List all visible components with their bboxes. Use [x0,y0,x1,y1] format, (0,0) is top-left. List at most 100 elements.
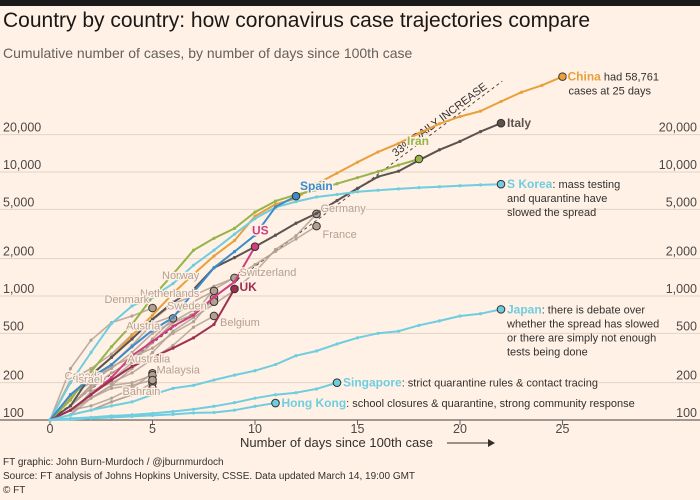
data-point-japan [314,349,319,353]
data-point-italy [437,148,442,152]
y-tick-right-2000: 2,000 [666,245,697,259]
x-axis-arrow-head [488,439,495,447]
data-point-bahrain [130,383,134,388]
data-point-china [273,202,278,206]
data-point-norway [89,381,93,385]
highlighted-series [48,72,567,422]
series-labels: China had 58,761 cases at 25 days Italy Ira… [63,68,660,411]
series-hong-kong [48,398,280,422]
data-point-singapore [253,396,257,400]
gridlines [0,134,700,421]
data-point-hong-kong [130,414,134,418]
data-point-iran [191,248,196,252]
data-point-china [437,122,442,126]
data-point-hong-kong [48,418,52,422]
data-point-china [519,90,524,94]
series-line-denmark [49,307,153,421]
data-point-spain [232,250,237,254]
data-point-norway [150,321,155,326]
series-label-australia: Australia [128,354,172,366]
series-label-s-korea: S Korea: mass testing [507,177,620,191]
y-tick-left-100: 100 [3,406,24,420]
data-point-denmark [130,314,134,318]
reference-line-label: 33% DAILY INCREASE [390,81,489,160]
data-point-s-korea [355,190,360,194]
data-point-japan [273,362,278,367]
data-point-s-korea [458,184,462,188]
series-annotation-japan: tests being done [507,346,588,358]
data-point-hong-kong [68,417,73,422]
x-tick-0: 0 [47,422,54,436]
data-point-malaysia [109,396,114,400]
data-point-norway [209,286,219,296]
data-point-s-korea [437,185,442,189]
data-point-uk [130,364,134,369]
data-point-spain [273,205,278,209]
data-point-us [212,295,216,299]
data-point-japan [109,404,114,408]
y-tick-right-100: 100 [676,406,697,420]
y-tick-right-1000: 1,000 [666,282,697,296]
data-point-iran [109,345,114,349]
data-point-france [312,221,321,231]
data-point-denmark [148,303,157,313]
data-point-france [273,249,278,253]
data-point-singapore [191,407,196,411]
data-point-italy [232,256,237,260]
data-point-japan [130,400,134,404]
data-point-japan [458,314,462,318]
data-point-china [232,238,237,243]
data-point-china [478,109,483,113]
data-point-us [191,313,196,317]
data-point-china [355,160,360,164]
data-point-germany [253,270,257,274]
series-label-france: France [323,229,357,241]
data-point-italy [68,404,73,408]
series-label-netherlands: Netherlands [140,288,200,300]
series-line-china [49,75,563,421]
data-point-s-korea [212,248,216,252]
top-rule [0,0,700,6]
data-point-china [171,291,175,295]
series-label-switzerland: Switzerland [240,267,297,279]
data-point-china [191,272,196,276]
footer-source: Source: FT analysis of Johns Hopkins Uni… [3,471,416,482]
data-point-hong-kong [89,416,93,421]
data-point-s-korea [376,188,380,192]
data-point-japan [496,305,506,314]
data-point-singapore [212,404,216,408]
data-point-hong-kong [232,408,237,412]
footer-credit: FT graphic: John Burn-Murdoch / @jburnmu… [3,457,224,468]
data-point-spain [191,290,196,294]
data-point-singapore [332,378,342,387]
data-point-s-korea [335,192,339,197]
footer-copyright: © FT [3,485,26,496]
data-point-austria [89,386,93,390]
data-point-china [558,72,567,81]
data-point-singapore [171,409,175,414]
series-label-hong-kong: Hong Kong: school closures & quarantine,… [282,396,635,410]
data-point-s-korea [150,295,155,299]
data-point-iran [273,199,278,203]
data-point-us [150,339,155,344]
data-point-canada [130,393,134,397]
data-point-belgium [89,389,93,394]
series-label-israel: Israel [76,374,103,386]
data-point-s-korea [89,350,93,355]
y-tick-left-500: 500 [3,319,24,333]
y-tick-right-500: 500 [676,319,697,333]
data-point-hong-kong [271,398,280,408]
data-point-japan [417,323,421,327]
data-point-japan [89,408,93,412]
data-point-belgium [191,325,196,329]
data-point-uk [68,408,73,412]
series-annotation-china: cases at 25 days [569,86,652,98]
data-point-japan [212,378,216,382]
data-point-spain [68,393,73,397]
data-point-iran [171,272,175,276]
chart-title: Country by country: how coronavirus case… [3,9,591,32]
y-tick-left-5000: 5,000 [3,195,34,209]
data-point-japan [335,342,339,346]
x-axis-title: Number of days since 100th case [240,435,495,450]
data-point-israel [130,381,134,385]
